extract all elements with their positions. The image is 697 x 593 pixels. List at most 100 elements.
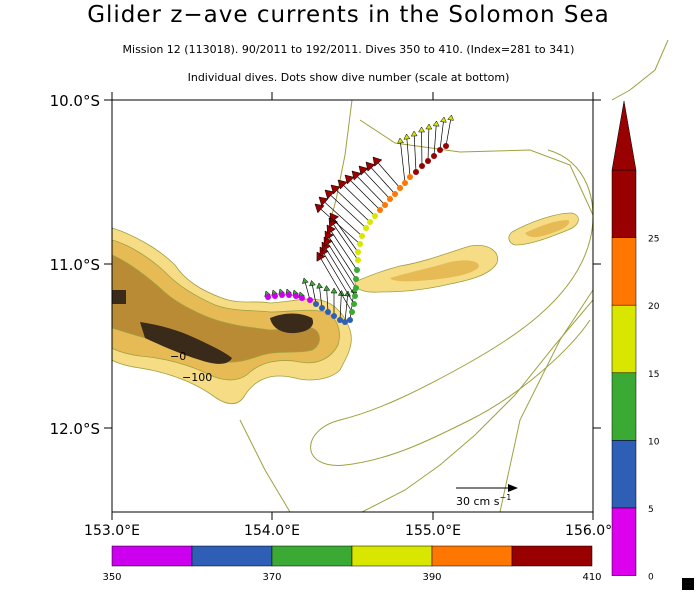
current-vector-head	[318, 196, 329, 207]
current-vector-head	[344, 174, 355, 185]
dive-dot	[377, 207, 383, 213]
dive-dot	[347, 317, 353, 323]
dive-number-colorbar: 350 370 390 410	[102, 545, 602, 583]
current-vector	[324, 189, 367, 229]
corner-marker	[682, 578, 694, 590]
speed-colorbar-segment	[611, 440, 637, 509]
lon-label: 155.0°E	[405, 523, 461, 539]
current-vector-head	[330, 184, 341, 195]
current-vector	[337, 179, 376, 217]
current-vector-head	[365, 161, 376, 172]
scale-arrow-label: 30 cm s−1	[456, 493, 511, 508]
current-vector	[323, 236, 357, 289]
current-vector	[406, 133, 411, 178]
dive-dot	[372, 213, 378, 219]
current-vector-head	[323, 285, 331, 291]
speed-colorbar-segment	[611, 372, 637, 441]
current-vector	[318, 196, 363, 237]
dive-colorbar-tick-label: 350	[102, 572, 121, 583]
land-peak	[112, 290, 126, 304]
lat-label: 11.0°S	[50, 256, 100, 274]
current-vector-head	[324, 189, 335, 200]
dive-dot	[382, 202, 388, 208]
dive-dot	[392, 191, 398, 197]
island-far-east-inner	[525, 220, 570, 238]
dive-dot	[437, 147, 443, 153]
dive-dot	[286, 292, 292, 298]
lon-axis: 153.0°E 154.0°E 155.0°E 156.0°E	[84, 92, 621, 539]
dive-colorbar-segment	[431, 545, 513, 567]
map-area	[112, 100, 593, 512]
dive-dot	[431, 153, 437, 159]
lat-axis: 10.0°S 11.0°S 12.0°S	[50, 92, 601, 438]
lat-label: 12.0°S	[50, 420, 100, 438]
dive-dot	[331, 313, 337, 319]
current-vector-head	[358, 165, 369, 176]
speed-colorbar-segment	[611, 169, 637, 238]
current-vector	[321, 241, 356, 297]
dive-dot	[407, 174, 413, 180]
island-east-inner	[390, 260, 479, 282]
dive-dots	[265, 143, 449, 325]
dive-dot	[342, 319, 348, 325]
dive-colorbar-tick-label: 370	[262, 572, 281, 583]
current-vector-head	[432, 120, 440, 127]
lon-label: 156.0°E	[565, 523, 621, 539]
dive-colorbar-tick-label: 410	[582, 572, 601, 583]
contour-line-top	[611, 39, 669, 101]
dive-colorbar-segment	[111, 545, 193, 567]
dive-dot	[355, 249, 361, 255]
current-vector-head	[330, 287, 338, 294]
current-vector-head	[316, 282, 324, 289]
contour-line-trench	[310, 149, 593, 466]
dive-dot	[402, 180, 408, 186]
dive-colorbar-segment	[351, 545, 433, 567]
current-vector	[319, 246, 355, 305]
speed-colorbar: 0 5 10 15 20 25	[611, 100, 660, 583]
dive-dot	[413, 169, 419, 175]
dive-dot	[397, 185, 403, 191]
current-vectors	[264, 114, 454, 323]
chart-title: Glider z−ave currents in the Solomon Sea	[87, 2, 610, 28]
speed-colorbar-tick-label: 20	[648, 302, 660, 312]
speed-colorbar-segment	[611, 304, 637, 374]
lat-label: 10.0°S	[50, 92, 100, 110]
subtitle-mission: Mission 12 (113018). 90/2011 to 192/2011…	[122, 43, 575, 56]
current-vector	[427, 123, 430, 162]
current-vector	[421, 126, 423, 167]
current-vector	[324, 230, 357, 280]
dive-dot	[265, 294, 271, 300]
current-vector	[326, 224, 358, 271]
dive-dot	[313, 301, 319, 307]
lon-label: 154.0°E	[244, 523, 300, 539]
dive-dot	[353, 285, 359, 291]
speed-colorbar-tick-label: 15	[648, 370, 659, 380]
current-vector	[314, 203, 361, 245]
current-vector-head	[372, 156, 383, 167]
speed-colorbar-extend-arrow	[611, 100, 637, 171]
dive-dot	[279, 292, 285, 298]
current-vector	[399, 137, 406, 184]
dive-dot	[349, 309, 355, 315]
dive-dot	[351, 301, 357, 307]
current-vector-head	[337, 179, 348, 190]
dive-dot	[293, 293, 299, 299]
contour-label: −0	[170, 350, 186, 363]
contour-line-north	[499, 289, 593, 512]
current-vector-head	[351, 170, 362, 181]
dive-dot	[359, 233, 365, 239]
dive-dot	[387, 196, 393, 202]
speed-colorbar-tick-label: 5	[648, 505, 654, 515]
current-vector	[439, 116, 445, 151]
dive-colorbar-tick-label: 390	[422, 572, 441, 583]
current-vector-head	[447, 114, 454, 121]
dive-dot	[443, 143, 449, 149]
current-vector-head	[418, 126, 426, 133]
current-vector-head	[397, 137, 405, 144]
dive-colorbar-segment	[271, 545, 353, 567]
contour-line-outer	[112, 100, 593, 512]
dive-dot	[319, 305, 325, 311]
dive-dot	[355, 257, 361, 263]
dive-colorbar-segment	[511, 545, 593, 567]
map-frame	[111, 99, 594, 513]
